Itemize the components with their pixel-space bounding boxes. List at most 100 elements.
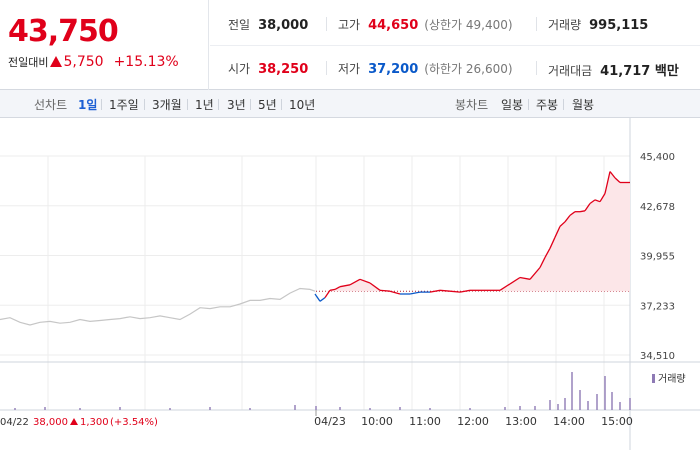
up-triangle-icon [50, 56, 63, 67]
price-line-segment [499, 283, 511, 291]
chart-tab-bar: 선차트 1일 1주일 3개월 1년 3년 5년 10년 봉차트 일봉 주봉 월봉 [0, 90, 700, 118]
price-line-segment [324, 289, 331, 298]
prev-close-cell: 전일 38,000 [228, 16, 308, 33]
price-area-fill [315, 171, 630, 292]
divider [326, 61, 327, 75]
divider [326, 17, 327, 31]
current-price: 43,750 [8, 14, 119, 49]
high-value: 44,650 [368, 18, 419, 33]
price-line-segment [519, 276, 531, 280]
tab-divider [218, 99, 219, 110]
prev-day-price-line [0, 287, 316, 326]
line-chart-label: 선차트 [34, 98, 68, 112]
volume-bar [14, 408, 16, 410]
high-label: 고가 [338, 18, 361, 32]
volume-label: 거래량 [548, 18, 582, 32]
price-chart[interactable]: 45,400 42,678 39,955 37,233 34,510 거래량 04/23 10… [0, 118, 700, 450]
candle-chart-label: 봉차트 [455, 98, 489, 112]
price-line-segment [359, 278, 371, 284]
divider [536, 17, 537, 31]
price-line-segment [569, 211, 576, 216]
tab-1-day[interactable]: 1일 [78, 98, 98, 112]
x-tick-label: 15:00 [601, 415, 633, 428]
tab-10-years[interactable]: 10년 [289, 98, 316, 112]
price-line-segment [459, 289, 471, 293]
tab-3-years[interactable]: 3년 [227, 98, 246, 112]
open-cell: 시가 38,250 [228, 60, 308, 77]
price-line-segment [614, 177, 621, 183]
price-line-segment [594, 199, 601, 203]
volume-bar [604, 376, 606, 410]
amount-label: 거래대금 [548, 64, 593, 78]
price-box: 43,750 전일대비 5,750 +15.13% [0, 0, 209, 90]
tab-1-year[interactable]: 1년 [195, 98, 214, 112]
tab-divider [101, 99, 102, 110]
price-line-segment [314, 293, 321, 302]
tab-daily-candle[interactable]: 일봉 [501, 98, 524, 112]
volume-bar [44, 407, 46, 410]
volume-bar [429, 408, 431, 410]
price-line-segment [589, 199, 596, 205]
price-change: 전일대비 5,750 +15.13% [8, 54, 179, 70]
volume-bar [249, 408, 251, 410]
prev-close-value: 38,000 [258, 18, 309, 33]
y-tick-label: 39,955 [640, 252, 675, 263]
tab-monthly-candle[interactable]: 월봉 [572, 98, 595, 112]
volume-bar [369, 408, 371, 410]
price-line-segment [349, 278, 361, 286]
volume-bar [596, 394, 598, 410]
price-line-segment [329, 288, 336, 291]
quote-header: 43,750 전일대비 5,750 +15.13% 전일 38,000 고가 44,65… [0, 0, 700, 90]
volume-bar [579, 390, 581, 410]
tab-divider [281, 99, 282, 110]
tab-5-years[interactable]: 5년 [258, 98, 277, 112]
y-tick-label: 34,510 [640, 351, 675, 362]
volume-legend-label: 거래량 [658, 373, 686, 385]
volume-bar [339, 407, 341, 410]
tab-3-months[interactable]: 3개월 [152, 98, 182, 112]
prev-close-label: 전일 [228, 18, 251, 32]
tab-1-week[interactable]: 1주일 [109, 98, 139, 112]
change-label: 전일대비 [8, 56, 49, 69]
volume-bar [619, 402, 621, 410]
price-line-segment [584, 203, 591, 212]
low-cell: 저가 37,200 (하한가 26,600) [338, 60, 513, 77]
price-line-segment [599, 193, 606, 203]
volume-bar [519, 406, 521, 410]
price-line-segment [319, 297, 326, 302]
price-line-segment [449, 290, 461, 293]
x-tick-label: 04/23 [314, 415, 346, 428]
volume-bar [564, 398, 566, 410]
price-line-segment [379, 289, 391, 292]
price-line-segment [539, 257, 546, 268]
prev-day-change-pct: (+3.54%) [110, 417, 158, 428]
volume-bar [549, 400, 551, 410]
divider [536, 61, 537, 75]
y-tick-label: 45,400 [640, 152, 675, 163]
price-line-segment [389, 290, 401, 295]
volume-bar [629, 398, 631, 410]
high-cell: 고가 44,650 (상한가 49,400) [338, 16, 513, 33]
prev-day-close: 38,000 [33, 417, 68, 428]
price-line-segment [554, 226, 561, 238]
open-value: 38,250 [258, 62, 309, 77]
change-percent: +15.13% [113, 54, 179, 70]
x-tick-label: 13:00 [505, 415, 537, 428]
price-line-segment [529, 267, 541, 280]
x-tick-label: 10:00 [361, 415, 393, 428]
change-amount: 5,750 [63, 54, 104, 70]
volume-bar [611, 392, 613, 410]
low-label: 저가 [338, 62, 361, 76]
volume-bar [294, 405, 296, 410]
amount-value: 41,717 백만 [600, 64, 679, 79]
price-line-segment [334, 286, 341, 290]
volume-bar [571, 372, 573, 410]
y-tick-label: 37,233 [640, 301, 675, 312]
price-line-segment [339, 284, 351, 288]
tab-weekly-candle[interactable]: 주봉 [536, 98, 559, 112]
price-line-segment [609, 171, 616, 179]
volume-bar [587, 401, 589, 410]
tab-divider [144, 99, 145, 110]
price-line-segment [439, 289, 451, 292]
lower-limit: (하한가 26,600) [424, 62, 513, 76]
